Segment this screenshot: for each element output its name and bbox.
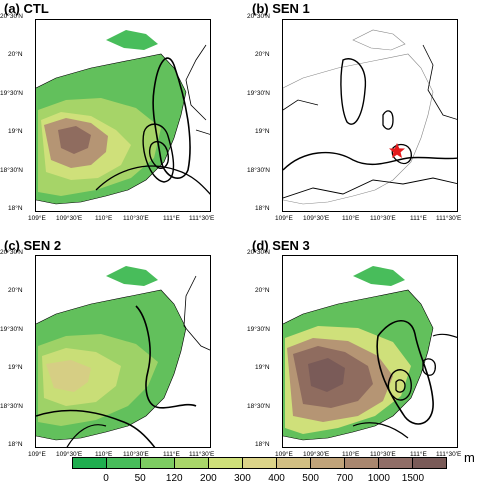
panel-c-map-svg xyxy=(36,266,210,447)
colorbar-swatch xyxy=(175,458,209,468)
lon-tick: 109°30'E xyxy=(303,215,330,222)
lat-tick: 20°30'N xyxy=(0,249,23,256)
panel-c-title: (c) SEN 2 xyxy=(4,238,62,253)
lon-tick: 110°30'E xyxy=(123,451,149,458)
lat-tick: 20°30'N xyxy=(0,13,23,20)
colorbar-swatch xyxy=(107,458,141,468)
lat-tick: 19°30'N xyxy=(0,326,23,333)
lon-tick: 109°30'E xyxy=(56,451,83,458)
lon-tick: 109°30'E xyxy=(303,451,330,458)
red-star-icon xyxy=(389,143,405,158)
elevation-colorbar xyxy=(72,457,447,469)
colorbar-label: 1500 xyxy=(401,473,425,484)
colorbar-unit: m xyxy=(464,450,475,465)
lat-tick: 18°N xyxy=(255,441,270,448)
lat-tick: 20°N xyxy=(8,287,23,294)
lat-tick: 18°30'N xyxy=(0,403,23,410)
lat-tick: 20°30'N xyxy=(247,249,270,256)
lon-tick: 110°E xyxy=(342,215,360,222)
lat-tick: 19°30'N xyxy=(0,90,23,97)
colorbar-label: 0 xyxy=(103,473,109,484)
lon-tick: 111°30'E xyxy=(436,451,462,458)
lat-tick: 20°30'N xyxy=(247,13,270,20)
panel-c-map xyxy=(35,255,211,448)
colorbar-label: 50 xyxy=(134,473,146,484)
lon-tick: 110°30'E xyxy=(370,451,396,458)
lon-tick: 110°30'E xyxy=(370,215,396,222)
lon-tick: 110°E xyxy=(342,451,360,458)
colorbar-label: 700 xyxy=(336,473,354,484)
colorbar-swatch xyxy=(141,458,175,468)
colorbar-swatch xyxy=(243,458,277,468)
panel-d-map xyxy=(282,255,458,448)
lon-tick: 111°E xyxy=(163,215,180,222)
colorbar-swatch xyxy=(311,458,345,468)
lat-tick: 18°30'N xyxy=(0,167,23,174)
lon-tick: 111°30'E xyxy=(436,215,462,222)
panel-d-title: (d) SEN 3 xyxy=(252,238,310,253)
colorbar-swatch xyxy=(413,458,446,468)
panel-a-map-svg xyxy=(36,30,210,205)
panel-b-map xyxy=(282,19,458,212)
lon-tick: 111°E xyxy=(163,451,180,458)
lon-tick: 110°E xyxy=(95,451,113,458)
lon-tick: 109°30'E xyxy=(56,215,83,222)
colorbar-label: 1000 xyxy=(367,473,390,484)
colorbar-swatch xyxy=(73,458,107,468)
lat-tick: 19°N xyxy=(255,364,270,371)
lat-tick: 20°N xyxy=(255,51,270,58)
lat-tick: 19°N xyxy=(8,128,23,135)
lat-tick: 19°N xyxy=(8,364,23,371)
colorbar-swatch xyxy=(209,458,243,468)
lat-tick: 18°30'N xyxy=(247,403,270,410)
lon-tick: 110°30'E xyxy=(123,215,149,222)
panel-a-title: (a) CTL xyxy=(4,1,49,16)
colorbar-label: 300 xyxy=(234,473,251,484)
lat-tick: 19°N xyxy=(255,128,270,135)
lon-tick: 111°30'E xyxy=(189,451,215,458)
lon-tick: 110°E xyxy=(95,215,113,222)
lat-tick: 20°N xyxy=(255,287,270,294)
colorbar-label: 500 xyxy=(302,473,319,484)
colorbar-swatch xyxy=(277,458,311,468)
lon-tick: 109°E xyxy=(28,215,46,222)
lon-tick: 109°E xyxy=(275,451,293,458)
lat-tick: 18°N xyxy=(8,441,23,448)
lat-tick: 20°N xyxy=(8,51,23,58)
panel-a-map xyxy=(35,19,211,212)
lon-tick: 109°E xyxy=(28,451,46,458)
lat-tick: 19°30'N xyxy=(247,90,270,97)
lat-tick: 18°N xyxy=(255,205,270,212)
colorbar-label: 200 xyxy=(200,473,217,484)
colorbar-swatch xyxy=(345,458,379,468)
colorbar-swatch xyxy=(379,458,413,468)
lon-tick: 111°E xyxy=(410,215,427,222)
panel-b-title: (b) SEN 1 xyxy=(252,1,310,16)
lon-tick: 111°30'E xyxy=(189,215,215,222)
lon-tick: 111°E xyxy=(410,451,427,458)
lat-tick: 18°N xyxy=(8,205,23,212)
panel-d-map-svg xyxy=(283,266,457,441)
panel-b-map-svg xyxy=(283,29,457,205)
colorbar-label: 120 xyxy=(165,473,183,484)
lat-tick: 18°30'N xyxy=(247,167,270,174)
colorbar-label: 400 xyxy=(268,473,285,484)
lon-tick: 109°E xyxy=(275,215,293,222)
lat-tick: 19°30'N xyxy=(247,326,270,333)
